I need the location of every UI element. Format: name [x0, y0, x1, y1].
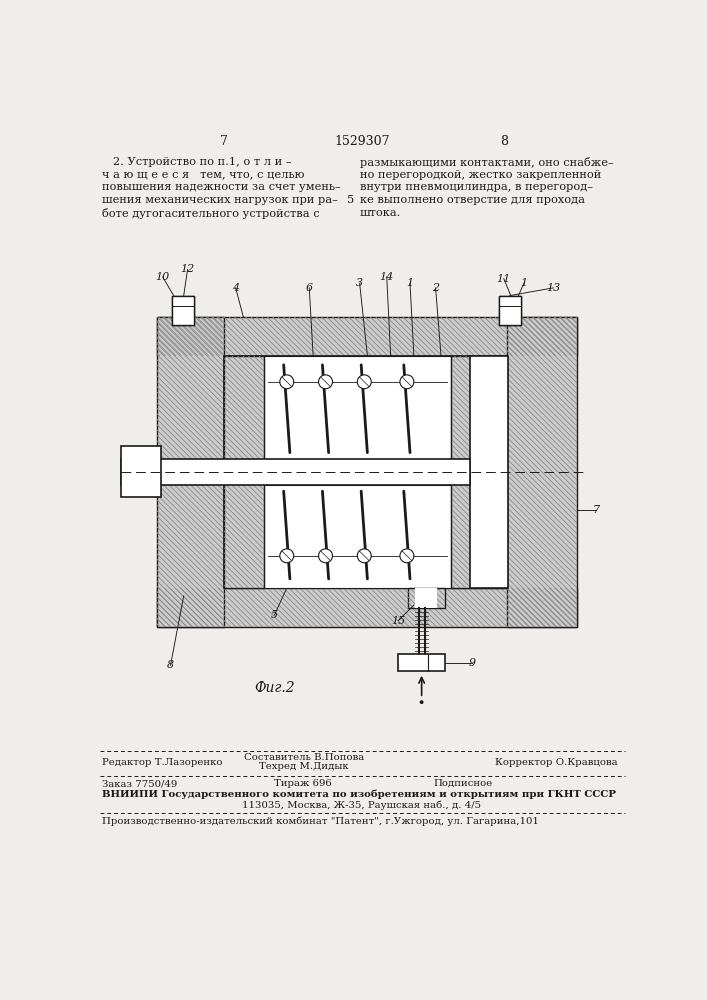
Text: 5: 5 [271, 610, 278, 620]
Text: 2: 2 [432, 283, 439, 293]
Polygon shape [224, 356, 507, 588]
Polygon shape [416, 588, 437, 608]
Circle shape [319, 549, 332, 563]
Text: Тираж 696: Тираж 696 [274, 779, 332, 788]
Text: ВНИИПИ Государственного комитета по изобретениям и открытиям при ГКНТ СССР: ВНИИПИ Государственного комитета по изоб… [103, 790, 617, 799]
Polygon shape [121, 446, 161, 497]
Text: 6: 6 [305, 283, 312, 293]
Text: Фиг.2: Фиг.2 [254, 681, 295, 695]
Text: 8: 8 [501, 135, 508, 148]
Circle shape [357, 375, 371, 389]
Text: 1: 1 [407, 278, 414, 288]
Text: 7: 7 [220, 135, 228, 148]
Polygon shape [499, 296, 521, 325]
Polygon shape [264, 485, 451, 588]
Text: внутри пневмоцилиндра, в перегород–: внутри пневмоцилиндра, в перегород– [360, 182, 592, 192]
Text: 7: 7 [592, 505, 600, 515]
Text: размыкающими контактами, оно снабже–: размыкающими контактами, оно снабже– [360, 157, 614, 168]
Text: Составитель В.Попова: Составитель В.Попова [244, 753, 364, 762]
Text: 14: 14 [380, 272, 394, 282]
Polygon shape [224, 356, 264, 588]
Circle shape [400, 549, 414, 563]
Text: Редактор Т.Лазоренко: Редактор Т.Лазоренко [103, 758, 223, 767]
Text: Техред М.Дидык: Техред М.Дидык [259, 762, 349, 771]
Polygon shape [408, 588, 445, 608]
Polygon shape [507, 317, 577, 627]
Text: 8: 8 [167, 660, 174, 670]
Polygon shape [156, 317, 577, 356]
Polygon shape [499, 296, 521, 325]
Text: 12: 12 [180, 264, 194, 274]
Text: 4: 4 [232, 283, 239, 293]
Circle shape [357, 549, 371, 563]
Text: 113035, Москва, Ж-35, Раушская наб., д. 4/5: 113035, Москва, Ж-35, Раушская наб., д. … [243, 801, 481, 810]
Text: Корректор О.Кравцова: Корректор О.Кравцова [495, 758, 618, 767]
Text: 1529307: 1529307 [334, 135, 390, 148]
Polygon shape [156, 317, 577, 356]
Polygon shape [451, 356, 507, 588]
Polygon shape [264, 356, 451, 459]
Text: повышения надежности за счет умень–: повышения надежности за счет умень– [103, 182, 341, 192]
Polygon shape [451, 356, 507, 588]
Text: 11: 11 [496, 274, 511, 284]
Circle shape [280, 375, 293, 389]
Text: 2. Устройство по п.1, о т л и –: 2. Устройство по п.1, о т л и – [103, 157, 292, 167]
Circle shape [280, 549, 293, 563]
Polygon shape [156, 317, 224, 627]
Text: 3: 3 [356, 278, 363, 288]
Polygon shape [156, 317, 224, 627]
Polygon shape [156, 588, 577, 627]
Text: Заказ 7750/49: Заказ 7750/49 [103, 779, 177, 788]
Circle shape [319, 375, 332, 389]
Polygon shape [398, 654, 445, 671]
Text: ке выполнено отверстие для прохода: ке выполнено отверстие для прохода [360, 195, 585, 205]
Polygon shape [172, 296, 194, 325]
Text: 1: 1 [520, 278, 527, 288]
Text: 10: 10 [156, 272, 170, 282]
Circle shape [420, 700, 423, 704]
Text: 5: 5 [347, 195, 355, 205]
Circle shape [400, 375, 414, 389]
Text: штока.: штока. [360, 208, 401, 218]
Polygon shape [499, 296, 521, 325]
Polygon shape [172, 296, 194, 325]
Polygon shape [507, 317, 577, 627]
Polygon shape [469, 356, 508, 588]
Text: боте дугогасительного устройства с: боте дугогасительного устройства с [103, 208, 320, 219]
Polygon shape [408, 588, 445, 608]
Text: шения механических нагрузок при ра–: шения механических нагрузок при ра– [103, 195, 338, 205]
Text: но перегородкой, жестко закрепленной: но перегородкой, жестко закрепленной [360, 170, 601, 180]
Polygon shape [156, 588, 577, 627]
Text: 15: 15 [391, 615, 406, 626]
Text: Подписное: Подписное [433, 779, 493, 788]
Polygon shape [224, 356, 264, 588]
Text: 13: 13 [547, 283, 561, 293]
Text: Производственно-издательский комбинат "Патент", г.Ужгород, ул. Гагарина,101: Производственно-издательский комбинат "П… [103, 816, 539, 826]
Text: 9: 9 [469, 658, 476, 668]
Polygon shape [172, 296, 194, 325]
Polygon shape [121, 459, 469, 485]
Text: ч а ю щ е е с я   тем, что, с целью: ч а ю щ е е с я тем, что, с целью [103, 170, 305, 180]
